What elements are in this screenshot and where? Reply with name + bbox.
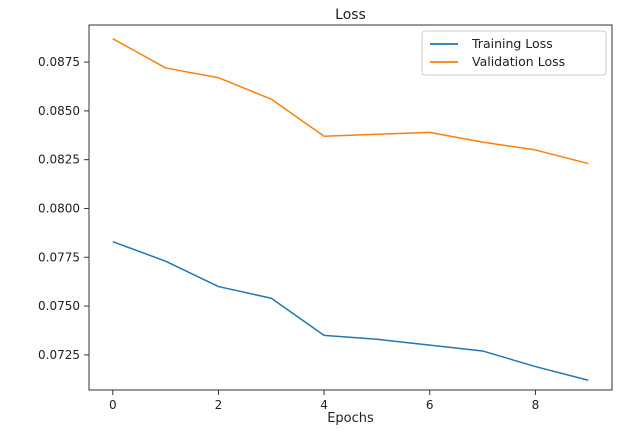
- plot-area: [88, 24, 613, 391]
- y-tick-label: 0.0875: [38, 55, 80, 69]
- legend-label: Training Loss: [471, 36, 553, 51]
- x-tick-label: 4: [320, 398, 328, 412]
- chart-title: Loss: [335, 7, 366, 23]
- y-tick-label: 0.0825: [38, 153, 80, 167]
- y-tick-label: 0.0750: [38, 299, 80, 313]
- x-tick-label: 2: [215, 398, 223, 412]
- x-tick-label: 8: [532, 398, 540, 412]
- y-axis-ticks: 0.0725 0.0750 0.0775 0.0800 0.0825 0.0850 0.08…: [38, 55, 89, 362]
- x-tick-label: 6: [426, 398, 434, 412]
- legend-box: [421, 30, 607, 76]
- x-axis-ticks: 0 2 4 6 8: [109, 390, 539, 412]
- legend-label: Validation Loss: [472, 54, 565, 69]
- series-lines: [112, 38, 589, 381]
- y-tick-label: 0.0800: [38, 201, 80, 215]
- x-axis-label: Epochs: [327, 411, 374, 426]
- legend: Training Loss Validation Loss: [421, 30, 607, 76]
- series-line-training-loss: [112, 240, 589, 381]
- y-tick-label: 0.0725: [38, 348, 80, 362]
- x-tick-label: 0: [109, 398, 117, 412]
- y-tick-label: 0.0850: [38, 104, 80, 118]
- y-tick-label: 0.0775: [38, 250, 80, 264]
- series-line-validation-loss: [112, 38, 589, 165]
- plot-frame: [88, 24, 613, 391]
